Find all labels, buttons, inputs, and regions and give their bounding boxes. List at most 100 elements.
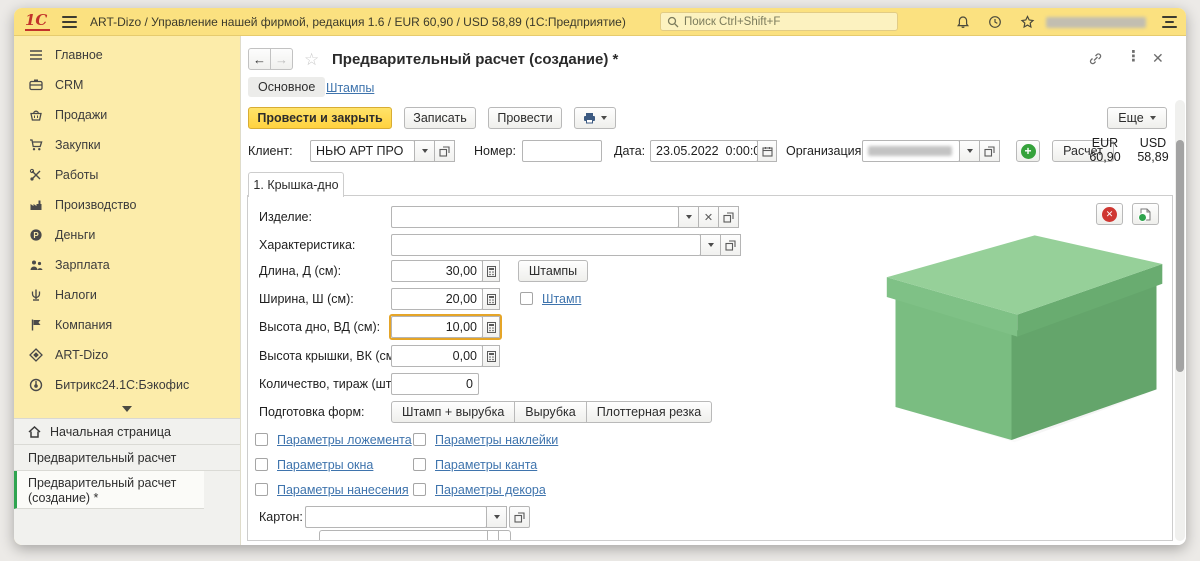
more-menu-icon[interactable]: ⋮ bbox=[1126, 48, 1141, 65]
param-kant-link[interactable]: Параметры канта bbox=[435, 458, 538, 472]
calc-button[interactable]: Расчет bbox=[1052, 140, 1114, 162]
param-lozhement-checkbox[interactable] bbox=[255, 433, 268, 446]
product-open-button[interactable] bbox=[718, 206, 739, 228]
param-nanesenie-link[interactable]: Параметры нанесения bbox=[277, 483, 409, 497]
sidebar-collapse-toggle[interactable] bbox=[14, 400, 240, 418]
width-input[interactable]: 20,00 bbox=[391, 288, 483, 310]
length-input[interactable]: 30,00 bbox=[391, 260, 483, 282]
qty-input[interactable]: 0 bbox=[391, 373, 479, 395]
param-nakleyka-link[interactable]: Параметры наклейки bbox=[435, 433, 559, 447]
stamp-link[interactable]: Штамп bbox=[542, 292, 582, 306]
search-input[interactable]: Поиск Ctrl+Shift+F bbox=[660, 12, 898, 31]
organization-input[interactable] bbox=[862, 140, 960, 162]
1c-logo: 1С bbox=[25, 12, 51, 31]
product-dropdown-button[interactable] bbox=[678, 206, 699, 228]
stamps-button[interactable]: Штампы bbox=[518, 260, 588, 282]
tab-preliminary-calc-new[interactable]: Предварительный расчет (создание) * bbox=[14, 471, 204, 509]
number-input[interactable] bbox=[522, 140, 602, 162]
cardboard-open-button[interactable] bbox=[509, 506, 530, 528]
write-button[interactable]: Записать bbox=[404, 107, 476, 129]
topbar: 1С ART-Dizo / Управление нашей фирмой, р… bbox=[14, 8, 1186, 36]
length-calculator-button[interactable] bbox=[482, 260, 500, 282]
group-tab-lid-bottom[interactable]: 1. Крышка-дно bbox=[248, 172, 344, 197]
characteristic-open-button[interactable] bbox=[720, 234, 741, 256]
height-bottom-calculator-button[interactable] bbox=[482, 316, 500, 338]
characteristic-dropdown-button[interactable] bbox=[700, 234, 721, 256]
sidebar-item-raboty[interactable]: Работы bbox=[14, 160, 240, 190]
height-lid-calculator-button[interactable] bbox=[482, 345, 500, 367]
date-calendar-button[interactable] bbox=[757, 140, 777, 162]
tab-shtampy[interactable]: Штампы bbox=[326, 81, 375, 95]
post-button[interactable]: Провести bbox=[488, 107, 562, 129]
scrollbar-thumb[interactable] bbox=[1176, 140, 1184, 372]
param-nakleyka-checkbox[interactable] bbox=[413, 433, 426, 446]
tab-osnovnoe[interactable]: Основное bbox=[248, 77, 326, 97]
favorites-star-icon[interactable] bbox=[1018, 14, 1036, 30]
sidebar-item-zarplata[interactable]: Зарплата bbox=[14, 250, 240, 280]
forms-prep-option-cut[interactable]: Вырубка bbox=[514, 401, 587, 423]
sidebar-item-prodazhi[interactable]: Продажи bbox=[14, 100, 240, 130]
height-lid-input[interactable]: 0,00 bbox=[391, 345, 483, 367]
forms-prep-option-plotter[interactable]: Плоттерная резка bbox=[585, 401, 713, 423]
close-window-icon[interactable]: ✕ bbox=[1152, 50, 1164, 66]
more-actions-button[interactable]: Еще bbox=[1107, 107, 1167, 129]
product-clear-button[interactable]: ✕ bbox=[698, 206, 719, 228]
param-nanesenie-checkbox[interactable] bbox=[255, 483, 268, 496]
diamond-icon bbox=[28, 347, 44, 363]
tab-home-page[interactable]: Начальная страница bbox=[14, 419, 240, 445]
param-lozhement-link[interactable]: Параметры ложемента bbox=[277, 433, 412, 447]
forms-prep-option-stamp-cut[interactable]: Штамп + вырубка bbox=[391, 401, 516, 423]
client-input[interactable]: НЬЮ АРТ ПРО bbox=[310, 140, 415, 162]
sidebar-item-glavnoe[interactable]: Главное bbox=[14, 40, 240, 70]
forward-button[interactable]: → bbox=[270, 48, 293, 70]
param-kant-checkbox[interactable] bbox=[413, 458, 426, 471]
product-label: Изделие: bbox=[259, 210, 312, 224]
notifications-bell-icon[interactable] bbox=[954, 14, 972, 30]
tab-preliminary-calc[interactable]: Предварительный расчет bbox=[14, 445, 240, 471]
sidebar-item-crm[interactable]: CRM bbox=[14, 70, 240, 100]
height-bottom-input[interactable]: 10,00 bbox=[391, 316, 483, 338]
characteristic-label: Характеристика: bbox=[259, 238, 356, 252]
sidebar-item-bitrix[interactable]: Битрикс24.1С:Бэкофис bbox=[14, 370, 240, 400]
organization-open-button[interactable] bbox=[979, 140, 1000, 162]
add-button[interactable]: + bbox=[1016, 140, 1040, 162]
cardboard-input[interactable] bbox=[305, 506, 487, 528]
sidebar-item-dengi[interactable]: P Деньги bbox=[14, 220, 240, 250]
client-open-button[interactable] bbox=[434, 140, 455, 162]
date-input[interactable]: 23.05.2022 0:00:00 bbox=[650, 140, 767, 162]
stamp-checkbox[interactable] bbox=[520, 292, 533, 305]
history-icon[interactable] bbox=[986, 14, 1004, 30]
delete-picture-button[interactable]: ✕ bbox=[1096, 203, 1123, 225]
param-dekor-checkbox[interactable] bbox=[413, 483, 426, 496]
scrollbar-track[interactable] bbox=[1175, 100, 1185, 541]
copy-link-icon[interactable] bbox=[1088, 52, 1103, 66]
favorite-star-icon[interactable]: ☆ bbox=[304, 50, 320, 69]
client-dropdown-button[interactable] bbox=[414, 140, 435, 162]
sidebar-item-kompaniya[interactable]: Компания bbox=[14, 310, 240, 340]
sidebar-item-nalogi[interactable]: Налоги bbox=[14, 280, 240, 310]
red-x-icon: ✕ bbox=[1102, 206, 1117, 222]
width-calculator-button[interactable] bbox=[482, 288, 500, 310]
sidebar-item-artdizo[interactable]: ART-Dizo bbox=[14, 340, 240, 370]
load-picture-button[interactable] bbox=[1132, 203, 1159, 225]
print-button[interactable] bbox=[574, 107, 616, 129]
service-settings-icon[interactable] bbox=[1162, 16, 1177, 28]
post-and-close-button[interactable]: Провести и закрыть bbox=[248, 107, 392, 129]
product-input[interactable] bbox=[391, 206, 679, 228]
param-dekor-link[interactable]: Параметры декора bbox=[435, 483, 546, 497]
bitrix-icon bbox=[28, 377, 44, 393]
sidebar-item-zakupki[interactable]: Закупки bbox=[14, 130, 240, 160]
characteristic-input[interactable] bbox=[391, 234, 701, 256]
green-dot-icon bbox=[1138, 212, 1147, 222]
eur-code: EUR bbox=[1091, 136, 1119, 150]
sidebar-item-proizvodstvo[interactable]: Производство bbox=[14, 190, 240, 220]
partial-next-input[interactable] bbox=[319, 530, 511, 540]
organization-dropdown-button[interactable] bbox=[959, 140, 980, 162]
length-label: Длина, Д (см): bbox=[259, 264, 342, 278]
param-okno-checkbox[interactable] bbox=[255, 458, 268, 471]
param-okno-link[interactable]: Параметры окна bbox=[277, 458, 374, 472]
main-menu-icon[interactable] bbox=[62, 16, 77, 28]
cardboard-dropdown-button[interactable] bbox=[486, 506, 507, 528]
back-button[interactable]: ← bbox=[248, 48, 271, 70]
width-field: 20,00 bbox=[391, 288, 500, 310]
